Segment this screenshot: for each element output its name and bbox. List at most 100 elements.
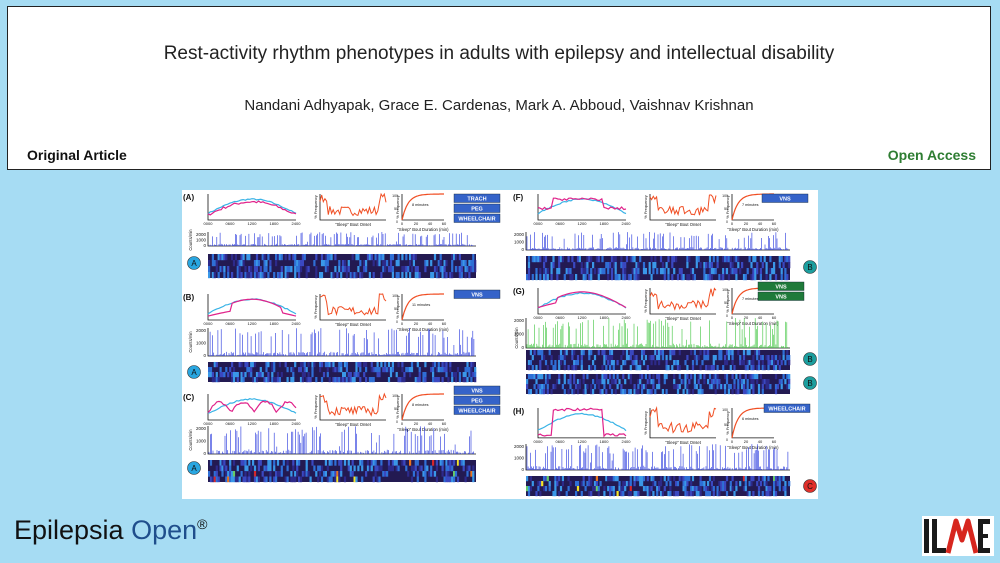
heatmap-cell [211, 476, 214, 483]
heatmap-cell [669, 476, 672, 482]
heatmap-cell [320, 465, 324, 472]
heatmap-cell [603, 374, 606, 380]
heatmap-cell [722, 481, 725, 487]
profile-axes [537, 408, 626, 439]
heatmap-cell [612, 360, 615, 366]
heatmap-cell [690, 481, 693, 487]
heatmap-cell [376, 372, 379, 378]
heatmap-cell [642, 262, 646, 269]
heatmap-cell [571, 274, 574, 281]
heatmap-cell [531, 365, 534, 371]
heatmap-cell [267, 372, 270, 378]
heatmap-cell [338, 362, 341, 368]
heatmap-cell [754, 256, 757, 263]
heatmap-cell [720, 486, 723, 492]
heatmap-cell [416, 460, 419, 466]
heatmap-cell [276, 372, 280, 378]
counts-axis-label: Counts/min [188, 429, 193, 451]
heatmap-cell [244, 471, 247, 477]
heatmap-cell [773, 360, 776, 366]
diagnosis-tag-label: VNS [471, 388, 483, 394]
count-tick-label: 1000 [196, 238, 207, 243]
heatmap-cell [716, 486, 719, 492]
heatmap-cell [582, 476, 585, 482]
heatmap-cell [324, 471, 327, 477]
heatmap-cell [454, 372, 458, 378]
heatmap-cell [609, 355, 612, 361]
heatmap-cell [462, 465, 465, 472]
heatmap-cell [659, 268, 663, 275]
heatmap-cell [575, 274, 578, 281]
heatmap-cell [433, 266, 437, 273]
heatmap-cell [372, 260, 375, 267]
heatmap-cell [661, 491, 664, 497]
heatmap-cell [676, 491, 680, 497]
heatmap-cell [695, 360, 698, 366]
heatmap-cell [763, 476, 766, 482]
heatmap-cell [326, 465, 329, 472]
heatmap-cell [708, 256, 712, 263]
heatmap-cell [573, 379, 576, 385]
heatmap-cell [784, 256, 787, 263]
heatmap-cell [656, 374, 659, 380]
heatmap-cell [435, 272, 438, 279]
heatmap-cell [255, 272, 259, 279]
heatmap-cell [527, 262, 531, 269]
heatmap-cell [765, 384, 768, 390]
heatmap-cell [322, 372, 326, 378]
heatmap-cell [756, 262, 759, 269]
heatmap-cell [432, 272, 435, 279]
heatmap-cell [610, 274, 614, 281]
heatmap-cell [778, 355, 781, 361]
heatmap-cell [225, 367, 228, 373]
heatmap-cell [563, 389, 566, 395]
heatmap-cell [665, 355, 668, 361]
heatmap-cell [253, 272, 257, 279]
heatmap-cell [773, 486, 776, 492]
heatmap-cell [705, 355, 708, 361]
heatmap-cell [612, 365, 615, 371]
heatmap-cell [750, 360, 753, 366]
heatmap-cell [673, 379, 676, 385]
heatmap-cell [391, 465, 394, 472]
heatmap-cell [652, 262, 655, 269]
heatmap-cell [712, 256, 715, 263]
heatmap-cell [351, 471, 354, 477]
heatmap-cell [637, 476, 640, 482]
heatmap-cell [376, 465, 379, 472]
heatmap-cell [612, 374, 615, 380]
heatmap-cell [215, 471, 218, 477]
heatmap-cell [552, 384, 555, 390]
heatmap-cell [563, 355, 566, 361]
heatmap-cell [601, 365, 604, 371]
heatmap-cell [384, 266, 387, 273]
time-tick-label: 2400 [622, 439, 632, 444]
heatmap-cell [359, 367, 362, 373]
heatmap-cell [567, 268, 570, 275]
heatmap-cell [659, 491, 663, 497]
heatmap-cell [633, 360, 636, 366]
heatmap-cell [213, 476, 216, 483]
heatmap-cell [724, 374, 727, 380]
heatmap-cell [231, 254, 234, 261]
heatmap-cell [292, 460, 295, 466]
heatmap-cell [464, 272, 467, 279]
heatmap-cell [644, 374, 647, 380]
heatmap-cell [693, 379, 696, 385]
heatmap-cell [646, 491, 649, 497]
heatmap-cell [242, 254, 245, 261]
heatmap-cell [223, 266, 226, 273]
diagnosis-tag-label: VNS [775, 294, 787, 300]
count-tick-label: 1000 [514, 332, 525, 337]
heatmap-cell [253, 476, 257, 483]
diagnosis-tag-label: PEG [471, 398, 483, 404]
heatmap-cell [771, 355, 774, 361]
heatmap-cell [675, 491, 678, 497]
heatmap-cell [546, 274, 549, 281]
heatmap-cell [252, 362, 255, 368]
heatmap-cell [227, 372, 230, 378]
heatmap-cell [629, 274, 632, 281]
heatmap-cell [374, 465, 377, 472]
heatmap-cell [782, 262, 785, 269]
heatmap-cell [246, 362, 249, 368]
